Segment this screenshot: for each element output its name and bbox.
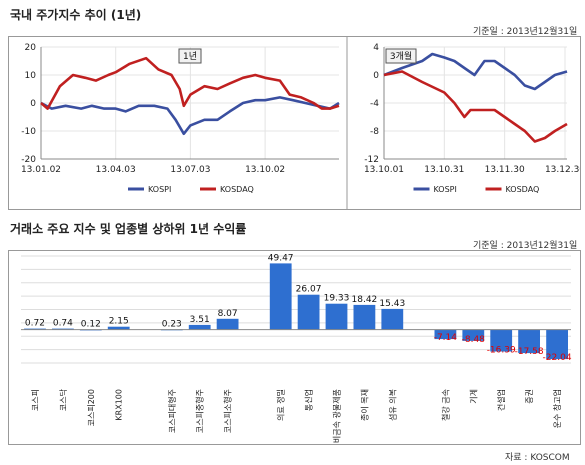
bar <box>107 326 130 330</box>
x-tick-label: 13.07.03 <box>170 165 210 175</box>
bar-value-label: 3.51 <box>190 315 210 325</box>
category-label: 섬유 의복 <box>387 389 397 421</box>
bar <box>325 303 348 330</box>
legend-label-kosdaq: KOSDAQ <box>506 185 540 194</box>
y-tick-label: 0 <box>30 99 36 109</box>
bar-value-label: 8.07 <box>218 309 238 319</box>
bar-value-label: -22.04 <box>543 353 572 363</box>
chart1-title: 국내 주가지수 추이 (1년) <box>10 8 142 22</box>
y-tick-label: -20 <box>21 155 36 165</box>
category-label: 통신업 <box>305 389 314 411</box>
bar-chart-svg: 0.72 코스피 0.74 코스닥 0.12 코스피200 2.15 KRX100 0.23 코스… <box>21 253 572 443</box>
bar-value-label: 0.12 <box>81 319 101 329</box>
period-badge-label: 1년 <box>183 51 197 62</box>
category-label: 코스피 <box>31 389 40 411</box>
period-badge-label: 3개월 <box>390 50 412 62</box>
y-tick-label: 4 <box>373 43 379 53</box>
legend-label-kospi: KOSPI <box>434 185 457 194</box>
category-label: 의료 정밀 <box>276 389 286 421</box>
y-tick-label: 0 <box>373 71 379 81</box>
bar-value-label: 0.74 <box>53 319 73 329</box>
bar-value-label: 19.33 <box>324 294 350 304</box>
line-charts-svg: -20 -10 0 10 20 13.01.02 13.04.03 13.07.03 13.10… <box>21 37 585 209</box>
category-label: 종이 목재 <box>359 389 369 421</box>
bar <box>216 318 239 330</box>
y-tick-label: 10 <box>25 71 37 81</box>
bar <box>269 263 292 330</box>
bar-value-label: 26.07 <box>296 285 322 295</box>
period-badge <box>178 48 202 64</box>
bar-value-label: -17.58 <box>515 347 544 357</box>
legend-label-kospi: KOSPI <box>148 185 171 194</box>
bar-value-label: 49.47 <box>268 253 294 263</box>
y-tick-label: -12 <box>364 155 379 165</box>
x-tick-label: 13.10.02 <box>245 165 285 175</box>
x-tick-label: 13.12.30 <box>545 165 580 175</box>
bar-value-label: -7.14 <box>434 333 458 343</box>
y-tick-label: -8 <box>370 127 379 137</box>
category-label: 철강 금속 <box>440 389 450 421</box>
category-label: 비금속 광물제품 <box>332 389 342 443</box>
category-label: 증권 <box>524 389 534 404</box>
category-label: 건설업 <box>496 389 506 411</box>
series-line-kosdaq <box>383 70 568 143</box>
x-tick-label: 13.04.03 <box>96 165 136 175</box>
y-tick-label: -10 <box>21 127 36 137</box>
bar <box>353 304 376 330</box>
bar-chart-panel: 0.72 코스피 0.74 코스닥 0.12 코스피200 2.15 KRX100 0.23 코스… <box>8 250 581 445</box>
bar-value-label: 0.23 <box>162 319 182 329</box>
period-badge <box>385 48 417 64</box>
bar <box>381 308 404 330</box>
bar <box>518 329 540 354</box>
category-label: 코스피200 <box>87 389 96 426</box>
bar-value-label: 18.42 <box>352 295 378 305</box>
bar <box>462 329 485 341</box>
bar <box>297 294 320 330</box>
y-tick-label: -4 <box>370 99 379 109</box>
x-tick-label: 13.10.31 <box>424 165 464 175</box>
category-label: 코스닥 <box>58 388 68 411</box>
line-charts-panel: -20 -10 0 10 20 13.01.02 13.04.03 13.07.03 13.10… <box>8 36 585 210</box>
legend-label-kosdaq: KOSDAQ <box>220 185 254 194</box>
date-note-1: 기준일 : 2013년12월31일 <box>473 27 578 37</box>
bar <box>188 324 211 330</box>
category-label: 코스피대형주 <box>168 389 177 433</box>
category-label: 기계 <box>468 389 478 404</box>
bar-value-label: 0.72 <box>25 319 45 329</box>
category-label: 코스피소형주 <box>224 389 233 433</box>
category-label: KRX100 <box>115 389 124 421</box>
x-tick-label: 13.11.30 <box>485 165 525 175</box>
bar-value-label: 15.43 <box>379 299 405 309</box>
bar <box>546 329 568 360</box>
bar <box>434 329 457 340</box>
category-label: 코스피중형주 <box>196 389 205 433</box>
bar-value-label: -16.39 <box>487 345 516 355</box>
x-tick-label: 13.10.01 <box>364 165 404 175</box>
y-tick-label: 20 <box>25 43 37 53</box>
series-line-kosdaq <box>40 56 340 110</box>
chart2-title: 거래소 주요 지수 및 업종별 상하위 1년 수익률 <box>10 222 247 236</box>
bar-value-label: 2.15 <box>109 317 129 327</box>
source-note: 자료 : KOSCOM <box>505 453 570 463</box>
bar-value-label: -8.48 <box>462 335 486 345</box>
series-line-kospi <box>383 52 568 91</box>
bar <box>490 329 513 352</box>
date-note-2: 기준일 : 2013년12월31일 <box>473 241 578 251</box>
x-tick-label: 13.01.02 <box>21 165 61 175</box>
category-label: 운수 창고업 <box>553 389 562 428</box>
series-line-kospi <box>40 96 340 136</box>
